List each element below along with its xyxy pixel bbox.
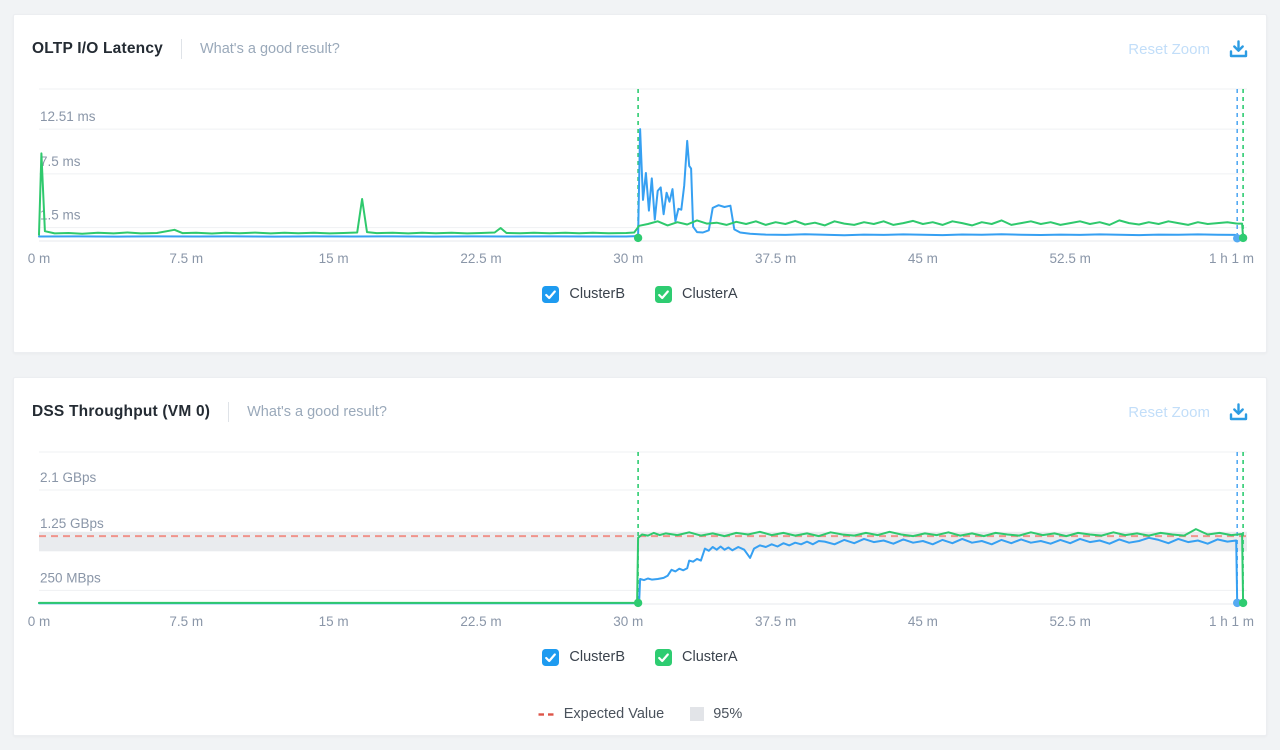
header-divider [180, 39, 182, 59]
chart-card-dss-throughput: DSS Throughput (VM 0) What's a good resu… [13, 377, 1267, 736]
legend-label: ClusterB [569, 286, 625, 302]
x-tick-label: 0 m [28, 251, 51, 266]
help-link[interactable]: What's a good result? [247, 404, 387, 420]
chart-plot-area[interactable]: 2.1 GBps 1.25 GBps 250 MBps 0 m 7.5 m 15 m 22.… [14, 438, 1266, 639]
checkbox-checked-icon[interactable] [655, 648, 672, 666]
x-tick-label: 52.5 m [1050, 251, 1091, 266]
legend-item-95%: 95% [690, 706, 742, 722]
series-ClusterA [38, 528, 1245, 604]
series-ClusterB [38, 128, 1239, 240]
phase-marker-dot [633, 598, 643, 608]
x-tick-label: 15 m [319, 614, 349, 629]
download-icon [1229, 39, 1248, 57]
download-button[interactable] [1228, 39, 1249, 60]
chart-plot-area[interactable]: 12.51 ms 7.5 ms 1.5 ms 0 m 7.5 m 15 m 22.5 m 30… [14, 75, 1266, 276]
x-tick-label: 37.5 m [755, 614, 796, 629]
phase-marker-dot [1233, 598, 1242, 608]
legend-item-ClusterB[interactable]: ClusterB [542, 285, 625, 303]
legend-label: Expected Value [563, 706, 665, 722]
chart-svg[interactable]: 2.1 GBps 1.25 GBps 250 MBps 0 m 7.5 m 15 m 22.… [14, 438, 1268, 634]
phase-marker-dot [633, 233, 643, 243]
x-tick-label: 52.5 m [1050, 614, 1091, 629]
phase-marker-dot [1238, 598, 1248, 608]
y-tick-label: 2.1 GBps [40, 470, 97, 485]
legend-label: ClusterA [682, 286, 738, 302]
x-tick-label: 1 h 1 m [1209, 614, 1254, 629]
y-tick-label: 7.5 ms [40, 154, 81, 169]
y-tick-label: 1.5 ms [40, 208, 81, 223]
y-tick-label: 12.51 ms [40, 109, 96, 124]
download-button[interactable] [1228, 402, 1249, 423]
x-tick-label: 7.5 m [169, 614, 203, 629]
x-tick-label: 7.5 m [169, 251, 203, 266]
reset-zoom-button[interactable]: Reset Zoom [1128, 403, 1210, 421]
x-tick-label: 22.5 m [460, 614, 501, 629]
y-tick-label: 1.25 GBps [40, 516, 104, 531]
legend-label: ClusterB [569, 649, 625, 665]
x-tick-label: 22.5 m [460, 251, 501, 266]
header-divider [228, 402, 230, 422]
checkbox-checked-icon[interactable] [542, 648, 560, 666]
help-link[interactable]: What's a good result? [199, 41, 340, 57]
y-tick-label: 250 MBps [40, 570, 101, 585]
phase-marker-dot [1238, 233, 1248, 243]
x-tick-label: 37.5 m [755, 251, 796, 266]
card-header: DSS Throughput (VM 0) What's a good resu… [32, 402, 1249, 422]
legend-item-ClusterA[interactable]: ClusterA [655, 285, 738, 303]
legend-label: ClusterA [682, 649, 738, 665]
x-tick-label: 1 h 1 m [1209, 251, 1254, 266]
x-tick-label: 45 m [908, 251, 938, 266]
checkbox-checked-icon[interactable] [542, 285, 560, 303]
x-tick-label: 45 m [908, 614, 938, 629]
x-tick-label: 30 m [613, 614, 643, 629]
chart-svg[interactable]: 12.51 ms 7.5 ms 1.5 ms 0 m 7.5 m 15 m 22.5 m 30… [14, 75, 1268, 271]
series-ClusterA [38, 152, 1245, 239]
checkbox-checked-icon[interactable] [655, 285, 672, 303]
chart-extra-legend: Expected Value 95% [14, 704, 1266, 724]
series-ClusterB [38, 536, 1239, 605]
legend-item-ClusterB[interactable]: ClusterB [542, 648, 625, 666]
chart-title: DSS Throughput (VM 0) [32, 403, 211, 420]
x-tick-label: 15 m [319, 251, 349, 266]
chart-card-oltp-latency: OLTP I/O Latency What's a good result? R… [13, 14, 1267, 353]
band-swatch-icon [690, 707, 705, 721]
chart-legend: ClusterB ClusterA [14, 283, 1266, 305]
x-tick-label: 0 m [28, 614, 51, 629]
dashed-line-icon [538, 712, 554, 716]
chart-title: OLTP I/O Latency [32, 40, 163, 57]
card-header: OLTP I/O Latency What's a good result? R… [32, 39, 1249, 59]
legend-label: 95% [713, 706, 743, 722]
reset-zoom-button[interactable]: Reset Zoom [1128, 40, 1210, 58]
x-tick-label: 30 m [613, 251, 643, 266]
legend-item-expected-value: Expected Value [538, 706, 665, 722]
legend-item-ClusterA[interactable]: ClusterA [655, 648, 738, 666]
download-icon [1229, 402, 1248, 420]
chart-legend: ClusterB ClusterA [14, 646, 1266, 668]
